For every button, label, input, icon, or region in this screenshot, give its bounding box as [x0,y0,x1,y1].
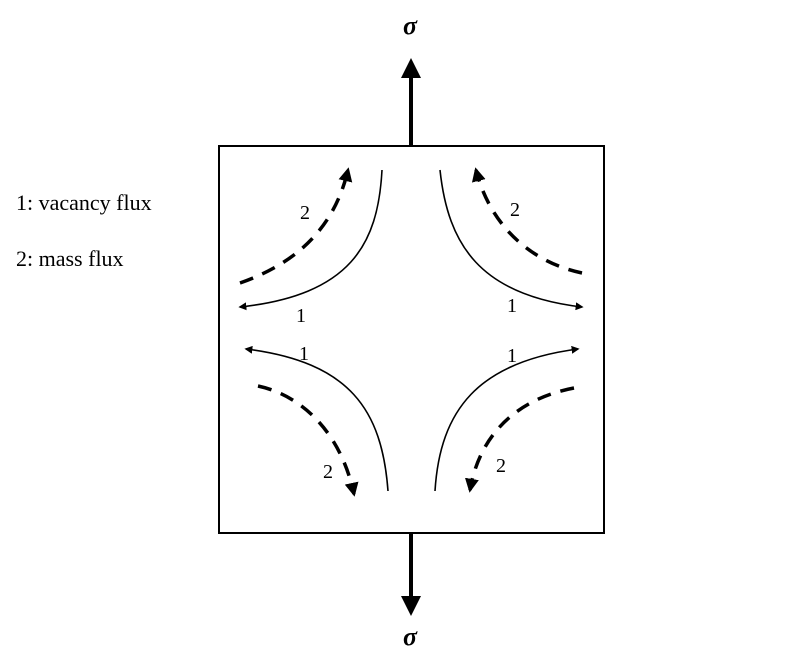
vacancy-flux-bottom-right [434,345,580,492]
label-2-top-left: 2 [300,202,310,224]
vacancy-flux-top-right [439,169,584,311]
mass-flux-bottom-right [465,386,575,493]
mass-flux-bottom-left [257,384,359,497]
label-1-top-left: 1 [296,305,306,327]
stress-symbol-top: σ [403,11,418,40]
mass-flux-top-left [239,167,353,285]
legend-mass-flux: 2: mass flux [16,246,124,271]
mass-flux-top-right [471,167,583,275]
label-2-bottom-right: 2 [496,455,506,477]
label-1-top-right: 1 [507,295,517,317]
specimen-box [218,145,605,534]
label-1-bottom-left: 1 [299,343,309,365]
legend-vacancy-flux: 1: vacancy flux [16,190,152,215]
label-1-bottom-right: 1 [507,345,517,367]
stress-symbol-bottom: σ [403,622,418,651]
vacancy-flux-bottom-left [244,345,389,492]
vacancy-flux-top-left [238,169,383,311]
label-2-top-right: 2 [510,199,520,221]
label-2-bottom-left: 2 [323,461,333,483]
